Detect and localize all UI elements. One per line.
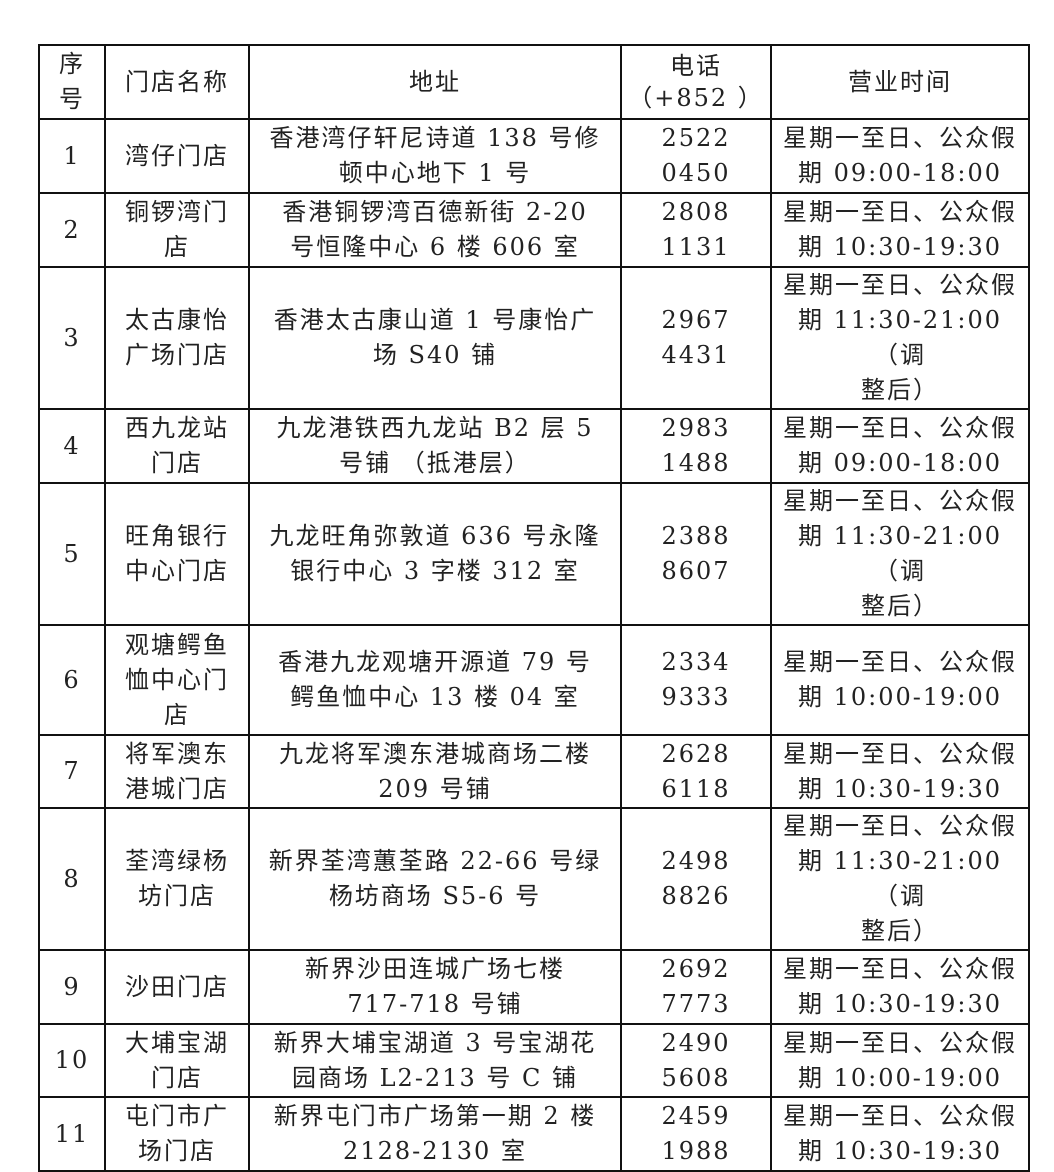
cell-phone: 2983 1488 (620, 408, 772, 484)
cell-store-name: 西九龙站 门店 (104, 408, 250, 484)
cell-store-name: 荃湾绿杨 坊门店 (104, 807, 250, 951)
cell-address: 新界屯门市广场第一期 2 楼 2128-2130 室 (248, 1096, 622, 1172)
cell-address: 香港湾仔轩尼诗道 138 号修 顿中心地下 1 号 (248, 118, 622, 194)
cell-hours: 星期一至日、公众假 期 10:00-19:00 (770, 1023, 1030, 1098)
cell-address: 九龙旺角弥敦道 636 号永隆 银行中心 3 字楼 312 室 (248, 482, 622, 626)
cell-hours: 星期一至日、公众假 期 10:30-19:30 (770, 1096, 1030, 1172)
cell-address: 香港太古康山道 1 号康怡广 场 S40 铺 (248, 266, 622, 410)
cell-store-name: 太古康怡 广场门店 (104, 266, 250, 410)
cell-hours: 星期一至日、公众假 期 11:30-21:00（调 整后） (770, 266, 1030, 410)
cell-address: 香港九龙观塘开源道 79 号 鳄鱼恤中心 13 楼 04 室 (248, 624, 622, 736)
header-hours: 营业时间 (770, 44, 1030, 120)
cell-hours: 星期一至日、公众假 期 10:30-19:30 (770, 192, 1030, 268)
table-row: 8 荃湾绿杨 坊门店 新界荃湾蕙荃路 22-66 号绿 杨坊商场 S5-6 号 249… (38, 807, 1030, 951)
table-row: 5 旺角银行 中心门店 九龙旺角弥敦道 636 号永隆 银行中心 3 字楼 312 … (38, 482, 1030, 626)
table-row: 2 铜锣湾门 店香港铜锣湾百德新街 2-20 号恒隆中心 6 楼 606 室 280… (38, 192, 1030, 268)
header-row: 序 号 门店名称 地址 电话 （+852 ） 营业时间 (38, 44, 1030, 120)
cell-phone: 2334 9333 (620, 624, 772, 736)
cell-index: 9 (38, 949, 106, 1025)
table-row: 7 将军澳东 港城门店 九龙将军澳东港城商场二楼 209 号铺 2628 6118 星期… (38, 734, 1030, 809)
table-row: 3 太古康怡 广场门店 香港太古康山道 1 号康怡广 场 S40 铺 2967 443… (38, 266, 1030, 410)
cell-store-name: 旺角银行 中心门店 (104, 482, 250, 626)
cell-index: 1 (38, 118, 106, 194)
cell-hours: 星期一至日、公众假 期 10:00-19:00 (770, 624, 1030, 736)
cell-address: 新界大埔宝湖道 3 号宝湖花 园商场 L2-213 号 C 铺 (248, 1023, 622, 1098)
cell-hours: 星期一至日、公众假 期 10:30-19:30 (770, 734, 1030, 809)
table-row: 11 屯门市广 场门店 新界屯门市广场第一期 2 楼 2128-2130 室 2459… (38, 1096, 1030, 1172)
cell-phone: 2490 5608 (620, 1023, 772, 1098)
cell-store-name: 湾仔门店 (104, 118, 250, 194)
cell-phone: 2522 0450 (620, 118, 772, 194)
table-row: 6 观塘鳄鱼 恤中心门 店香港九龙观塘开源道 79 号 鳄鱼恤中心 13 楼 04… (38, 624, 1030, 736)
cell-index: 5 (38, 482, 106, 626)
cell-index: 6 (38, 624, 106, 736)
table-row: 10 大埔宝湖 门店 新界大埔宝湖道 3 号宝湖花 园商场 L2-213 号 C 铺… (38, 1023, 1030, 1098)
cell-index: 7 (38, 734, 106, 809)
cell-phone: 2808 1131 (620, 192, 772, 268)
table-row: 1 湾仔门店 香港湾仔轩尼诗道 138 号修 顿中心地下 1 号 2522 0450 星… (38, 118, 1030, 194)
cell-store-name: 铜锣湾门 店 (104, 192, 250, 268)
cell-index: 4 (38, 408, 106, 484)
header-address: 地址 (248, 44, 622, 120)
cell-phone: 2498 8826 (620, 807, 772, 951)
table-row: 9 沙田门店 新界沙田连城广场七楼 717-718 号铺 2692 7773 星期一至日… (38, 949, 1030, 1025)
cell-address: 九龙将军澳东港城商场二楼 209 号铺 (248, 734, 622, 809)
cell-index: 3 (38, 266, 106, 410)
header-store-name: 门店名称 (104, 44, 250, 120)
cell-index: 8 (38, 807, 106, 951)
cell-address: 新界荃湾蕙荃路 22-66 号绿 杨坊商场 S5-6 号 (248, 807, 622, 951)
cell-phone: 2388 8607 (620, 482, 772, 626)
cell-hours: 星期一至日、公众假 期 09:00-18:00 (770, 118, 1030, 194)
cell-index: 11 (38, 1096, 106, 1172)
cell-phone: 2628 6118 (620, 734, 772, 809)
cell-hours: 星期一至日、公众假 期 10:30-19:30 (770, 949, 1030, 1025)
cell-index: 10 (38, 1023, 106, 1098)
cell-hours: 星期一至日、公众假 期 11:30-21:00（调 整后） (770, 482, 1030, 626)
table-row: 4 西九龙站 门店 九龙港铁西九龙站 B2 层 5 号铺 （抵港层） 2983 148… (38, 408, 1030, 484)
cell-store-name: 屯门市广 场门店 (104, 1096, 250, 1172)
store-table: 序 号 门店名称 地址 电话 （+852 ） 营业时间 1 湾仔门店 香港湾仔轩尼诗… (38, 44, 1030, 1172)
cell-address: 香港铜锣湾百德新街 2-20 号恒隆中心 6 楼 606 室 (248, 192, 622, 268)
cell-store-name: 大埔宝湖 门店 (104, 1023, 250, 1098)
cell-address: 新界沙田连城广场七楼 717-718 号铺 (248, 949, 622, 1025)
cell-store-name: 沙田门店 (104, 949, 250, 1025)
header-phone: 电话 （+852 ） (620, 44, 772, 120)
cell-index: 2 (38, 192, 106, 268)
cell-store-name: 观塘鳄鱼 恤中心门 店 (104, 624, 250, 736)
header-index: 序 号 (38, 44, 106, 120)
cell-store-name: 将军澳东 港城门店 (104, 734, 250, 809)
cell-phone: 2967 4431 (620, 266, 772, 410)
cell-phone: 2459 1988 (620, 1096, 772, 1172)
cell-hours: 星期一至日、公众假 期 09:00-18:00 (770, 408, 1030, 484)
cell-hours: 星期一至日、公众假 期 11:30-21:00（调 整后） (770, 807, 1030, 951)
cell-address: 九龙港铁西九龙站 B2 层 5 号铺 （抵港层） (248, 408, 622, 484)
cell-phone: 2692 7773 (620, 949, 772, 1025)
